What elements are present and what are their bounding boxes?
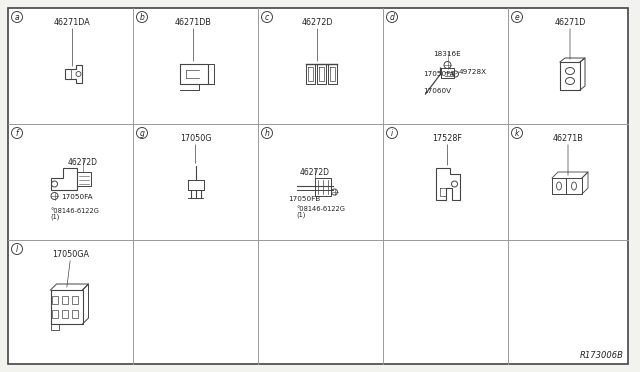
Text: 17050FA: 17050FA (61, 194, 92, 200)
Text: b: b (140, 13, 145, 22)
Text: h: h (264, 128, 269, 138)
Text: 17050GA: 17050GA (52, 250, 89, 259)
Text: °08146-6122G: °08146-6122G (296, 206, 346, 212)
Text: 46271D: 46271D (554, 18, 586, 27)
Circle shape (12, 244, 22, 254)
Circle shape (511, 128, 522, 138)
Circle shape (387, 128, 397, 138)
Text: 18316E: 18316E (434, 51, 461, 57)
Circle shape (136, 128, 147, 138)
Bar (61, 296, 67, 304)
Text: d: d (390, 13, 394, 22)
Text: (1): (1) (51, 214, 60, 221)
Circle shape (387, 12, 397, 22)
Text: c: c (265, 13, 269, 22)
Text: 17050FA: 17050FA (424, 71, 455, 77)
Circle shape (136, 12, 147, 22)
Text: R173006B: R173006B (580, 351, 624, 360)
Text: g: g (140, 128, 145, 138)
Text: 46271DB: 46271DB (175, 18, 212, 27)
Text: 17050FB: 17050FB (289, 196, 321, 202)
Text: 46272D: 46272D (301, 18, 333, 27)
Text: f: f (16, 128, 19, 138)
Circle shape (12, 12, 22, 22)
Text: 46271B: 46271B (552, 134, 584, 143)
Bar (72, 310, 77, 318)
Bar (51, 310, 58, 318)
Text: l: l (16, 244, 18, 253)
Bar (51, 296, 58, 304)
Circle shape (262, 128, 273, 138)
Text: i: i (391, 128, 393, 138)
Text: 46271DA: 46271DA (54, 18, 91, 27)
Text: 46272D: 46272D (300, 168, 330, 177)
Text: 17050G: 17050G (180, 134, 211, 143)
Text: 17528F: 17528F (433, 134, 463, 143)
Text: e: e (515, 13, 520, 22)
Circle shape (511, 12, 522, 22)
Circle shape (12, 128, 22, 138)
Text: (1): (1) (296, 212, 306, 218)
Bar (72, 296, 77, 304)
Text: 49728X: 49728X (458, 69, 486, 75)
Text: 46272D: 46272D (67, 158, 97, 167)
Text: k: k (515, 128, 519, 138)
Text: 17060V: 17060V (424, 88, 452, 94)
Text: °08146-6122G: °08146-6122G (51, 208, 99, 214)
Bar (61, 310, 67, 318)
Circle shape (262, 12, 273, 22)
Text: a: a (15, 13, 19, 22)
